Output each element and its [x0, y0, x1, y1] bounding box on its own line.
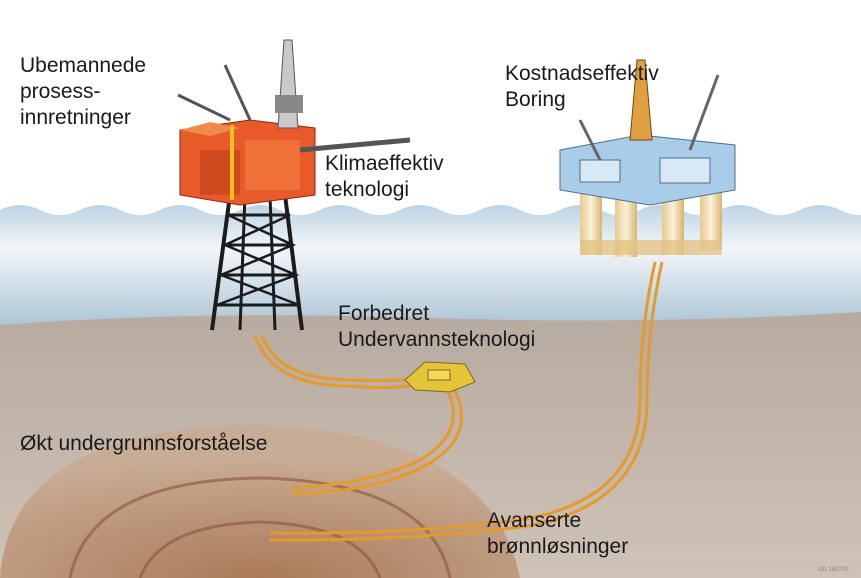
- label-line: Forbedret: [338, 302, 429, 325]
- derrick-house: [275, 95, 303, 113]
- module: [660, 158, 710, 183]
- label-line: prosess-: [20, 80, 101, 103]
- label-line: teknologi: [325, 178, 409, 201]
- label-line: innretninger: [20, 106, 131, 129]
- label-line: Avanserte: [487, 509, 581, 532]
- label-line: Ubemannede: [20, 54, 146, 77]
- page: {"labels": [ {"lines": ["Ubemannede", "p…: [0, 0, 861, 578]
- label-line: brønnløsninger: [487, 535, 628, 558]
- module: [580, 160, 620, 182]
- pontoon: [580, 240, 722, 255]
- label-line: Kostnadseffektiv: [505, 62, 659, 85]
- label-line: Økt undergrunnsforståelse: [20, 432, 267, 455]
- scene: Ubemannede prosess-innretninger Kostnadsef…: [0, 0, 861, 578]
- label-line: Klimaeffektiv: [325, 152, 444, 175]
- footer-code: DD 180700: [818, 567, 849, 573]
- label-line: Boring: [505, 88, 566, 111]
- label-line: Undervannsteknologi: [338, 328, 535, 351]
- sea: [0, 205, 861, 330]
- label: Økt undergrunnsforståelse: [20, 432, 267, 455]
- module: [245, 140, 300, 190]
- subsea-module: [428, 370, 450, 380]
